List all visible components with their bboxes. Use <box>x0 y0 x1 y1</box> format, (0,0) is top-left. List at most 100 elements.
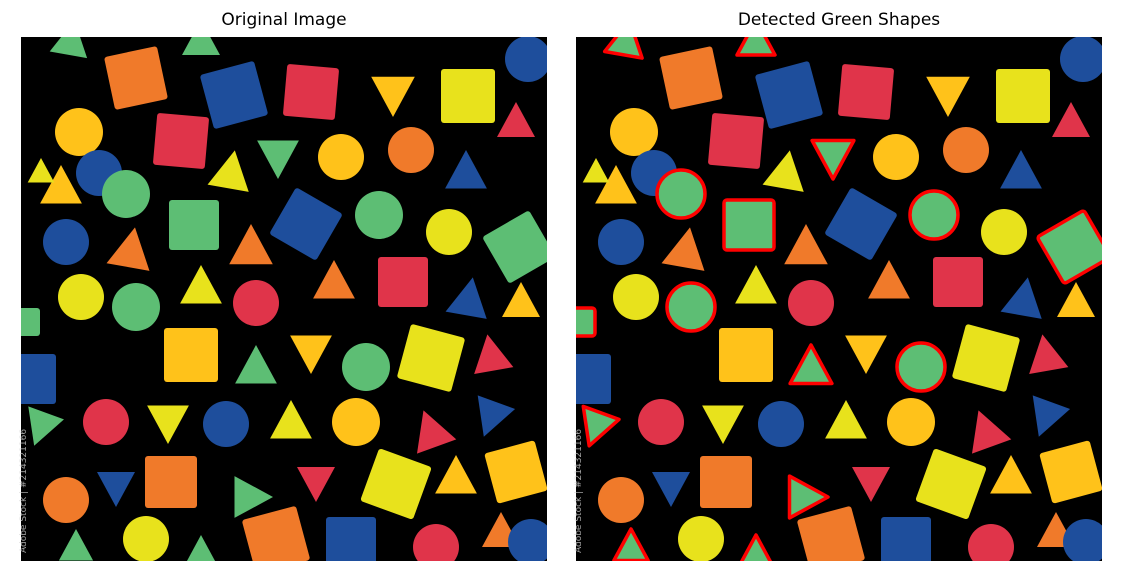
shape-green-circle <box>102 170 150 218</box>
shape-red-square <box>933 257 983 307</box>
shape-body <box>659 46 723 110</box>
shape-blue-tri <box>1000 277 1042 319</box>
shape-orange-square <box>104 46 168 110</box>
shape-red-tri <box>1052 102 1090 137</box>
shape-body <box>582 158 610 183</box>
shape-body <box>943 127 989 173</box>
shape-body <box>417 410 457 454</box>
shape-orange-square <box>700 456 752 508</box>
shape-body <box>332 398 380 446</box>
shape-body <box>873 134 919 180</box>
shape-blue-circle <box>508 519 547 561</box>
shape-body <box>234 476 273 518</box>
shape-body <box>83 399 129 445</box>
detected-green-tri <box>787 474 830 520</box>
shape-body <box>598 219 644 265</box>
shape-body <box>952 324 1020 392</box>
shape-body <box>397 324 465 392</box>
shape-body <box>112 283 160 331</box>
shape-body <box>788 343 834 386</box>
shape-body <box>702 405 744 444</box>
shape-blue-diamond <box>200 61 268 129</box>
shape-body <box>441 69 495 123</box>
shape-body <box>708 113 764 169</box>
shape-body <box>719 328 773 382</box>
shape-body <box>1036 209 1102 285</box>
shape-body <box>58 529 94 561</box>
shape-amber-circle <box>55 108 103 156</box>
shape-green-tri <box>235 345 277 384</box>
shape-yellow-circle <box>613 274 659 320</box>
shape-body <box>797 506 865 561</box>
shape-blue-circle <box>758 401 804 447</box>
shape-yellow-tri <box>702 405 744 444</box>
shape-body <box>297 467 335 502</box>
shape-blue-diamond <box>755 61 823 129</box>
shape-body <box>270 400 312 439</box>
shape-body <box>426 209 472 255</box>
shape-yellow-tri <box>762 150 804 192</box>
shape-amber-tri <box>926 76 970 117</box>
shape-body <box>788 280 834 326</box>
shape-green-circle <box>112 283 160 331</box>
shape-orange-square <box>659 46 723 110</box>
shape-green-tri <box>186 535 216 561</box>
shape-body <box>97 472 135 507</box>
panel-title-detected: Detected Green Shapes <box>737 10 941 30</box>
shape-orange-tri <box>229 224 273 265</box>
shape-body <box>612 527 650 561</box>
shape-body <box>104 46 168 110</box>
shape-red-square <box>283 64 339 120</box>
shape-yellow-diamond <box>915 448 987 520</box>
shape-body <box>996 69 1050 123</box>
shape-body <box>257 140 299 179</box>
shape-yellow-tri <box>207 150 249 192</box>
shape-body <box>123 516 169 561</box>
shape-blue-square <box>326 517 376 561</box>
shape-red-square <box>378 257 428 307</box>
shape-amber-circle <box>873 134 919 180</box>
shape-yellow-circle <box>678 516 724 561</box>
shape-body <box>313 260 355 299</box>
shape-red-circle <box>788 280 834 326</box>
shape-body <box>1063 519 1102 561</box>
shape-orange-tri <box>106 227 150 271</box>
shape-body <box>270 188 342 260</box>
shape-body <box>21 308 40 336</box>
shape-yellow-square <box>397 324 465 392</box>
shape-red-tri <box>474 334 514 375</box>
detected-green-tri <box>612 527 650 561</box>
shape-body <box>784 224 828 265</box>
shape-green-tri <box>257 140 299 179</box>
shape-body <box>318 134 364 180</box>
shape-body <box>200 61 268 129</box>
shape-body <box>483 211 547 283</box>
shape-amber-circle <box>610 108 658 156</box>
shape-orange-circle <box>388 127 434 173</box>
shape-orange-tri <box>784 224 828 265</box>
shape-blue-square <box>21 354 56 404</box>
shape-body <box>838 64 894 120</box>
shape-body <box>55 108 103 156</box>
shape-body <box>360 448 432 520</box>
shape-yellow-square <box>996 69 1050 123</box>
shape-body <box>290 335 332 374</box>
shape-blue-circle <box>203 401 249 447</box>
shape-body <box>868 260 910 299</box>
shape-body <box>576 354 611 404</box>
shape-yellow-circle <box>426 209 472 255</box>
shape-red-tri <box>852 467 890 502</box>
shape-amber-tri <box>1057 282 1095 317</box>
watermark-text: Adobe Stock | #214321166 <box>574 428 584 553</box>
shape-green-tri <box>234 476 273 518</box>
shape-body <box>926 76 970 117</box>
shape-body <box>497 102 535 137</box>
shape-orange-circle <box>943 127 989 173</box>
shape-body <box>1032 395 1071 437</box>
shape-blue-tri <box>97 472 135 507</box>
watermark-text: Adobe Stock | #214321166 <box>19 428 29 553</box>
shape-amber-tri <box>990 455 1032 494</box>
shape-body <box>762 150 804 192</box>
shape-red-square <box>153 113 209 169</box>
shape-body <box>203 401 249 447</box>
